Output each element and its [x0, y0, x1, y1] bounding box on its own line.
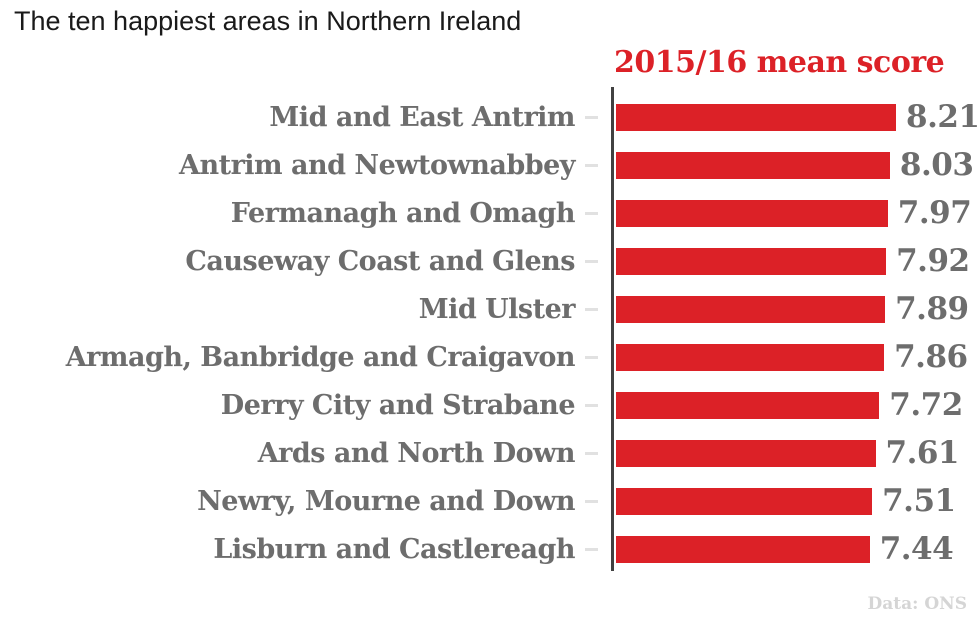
value-label: 8.03 [899, 147, 974, 183]
category-label: Mid and East Antrim [269, 101, 575, 133]
category-label: Ards and North Down [257, 437, 576, 469]
bar [616, 439, 876, 467]
axis-tick [585, 211, 598, 215]
axis-tick [585, 355, 598, 359]
value-label: 7.97 [897, 195, 972, 231]
chart-rows: Mid and East Antrim 8.21 Antrim and Newt… [0, 93, 980, 573]
tick-cell [575, 211, 616, 215]
category-label: Derry City and Strabane [220, 389, 576, 421]
value-label: 7.51 [882, 483, 956, 519]
axis-tick [585, 499, 598, 503]
category-label: Mid Ulster [418, 293, 576, 325]
category-label: Causeway Coast and Glens [185, 245, 575, 277]
bar [616, 247, 887, 275]
bar [616, 343, 885, 371]
axis-tick [585, 259, 598, 263]
value-label: 7.44 [879, 531, 954, 567]
axis-tick [585, 163, 598, 167]
bar-row: Ards and North Down 7.61 [0, 429, 980, 477]
series-legend: 2015/16 mean score [614, 45, 945, 80]
tick-cell [575, 259, 616, 263]
category-label: Antrim and Newtownabbey [179, 149, 575, 181]
axis-tick [585, 451, 598, 455]
bar-row: Antrim and Newtownabbey 8.03 [0, 141, 980, 189]
value-label: 7.89 [895, 291, 969, 327]
bar [616, 391, 880, 419]
bar-row: Mid and East Antrim 8.21 [0, 93, 980, 141]
tick-cell [575, 307, 616, 311]
tick-cell [575, 115, 616, 119]
tick-cell [575, 499, 616, 503]
y-axis-line [611, 87, 614, 571]
value-label: 7.86 [894, 339, 968, 375]
value-label: 7.61 [885, 435, 960, 471]
bar-row: Causeway Coast and Glens 7.92 [0, 237, 980, 285]
bar [616, 295, 886, 323]
bar [616, 535, 870, 563]
tick-cell [575, 163, 616, 167]
bar [616, 487, 873, 515]
tick-cell [575, 451, 616, 455]
axis-tick [585, 115, 598, 119]
tick-cell [575, 403, 616, 407]
value-label: 7.92 [896, 243, 970, 279]
data-source-credit: Data: ONS [867, 594, 967, 614]
axis-tick [585, 307, 598, 311]
bar [616, 199, 888, 227]
value-label: 7.72 [889, 387, 963, 423]
bar-row: Lisburn and Castlereagh 7.44 [0, 525, 980, 573]
category-label: Fermanagh and Omagh [230, 197, 576, 229]
category-label: Armagh, Banbridge and Craigavon [65, 341, 576, 373]
tick-cell [575, 547, 616, 551]
chart-title: The ten happiest areas in Northern Irela… [14, 6, 522, 36]
bar [616, 103, 896, 131]
bar-row: Mid Ulster 7.89 [0, 285, 980, 333]
bar [616, 151, 890, 179]
bar-row: Armagh, Banbridge and Craigavon 7.86 [0, 333, 980, 381]
axis-tick [585, 403, 598, 407]
value-label: 8.21 [906, 99, 980, 135]
axis-tick [585, 547, 598, 551]
bar-row: Derry City and Strabane 7.72 [0, 381, 980, 429]
category-label: Lisburn and Castlereagh [213, 533, 575, 565]
tick-cell [575, 355, 616, 359]
bar-row: Fermanagh and Omagh 7.97 [0, 189, 980, 237]
category-label: Newry, Mourne and Down [197, 485, 575, 517]
bar-row: Newry, Mourne and Down 7.51 [0, 477, 980, 525]
